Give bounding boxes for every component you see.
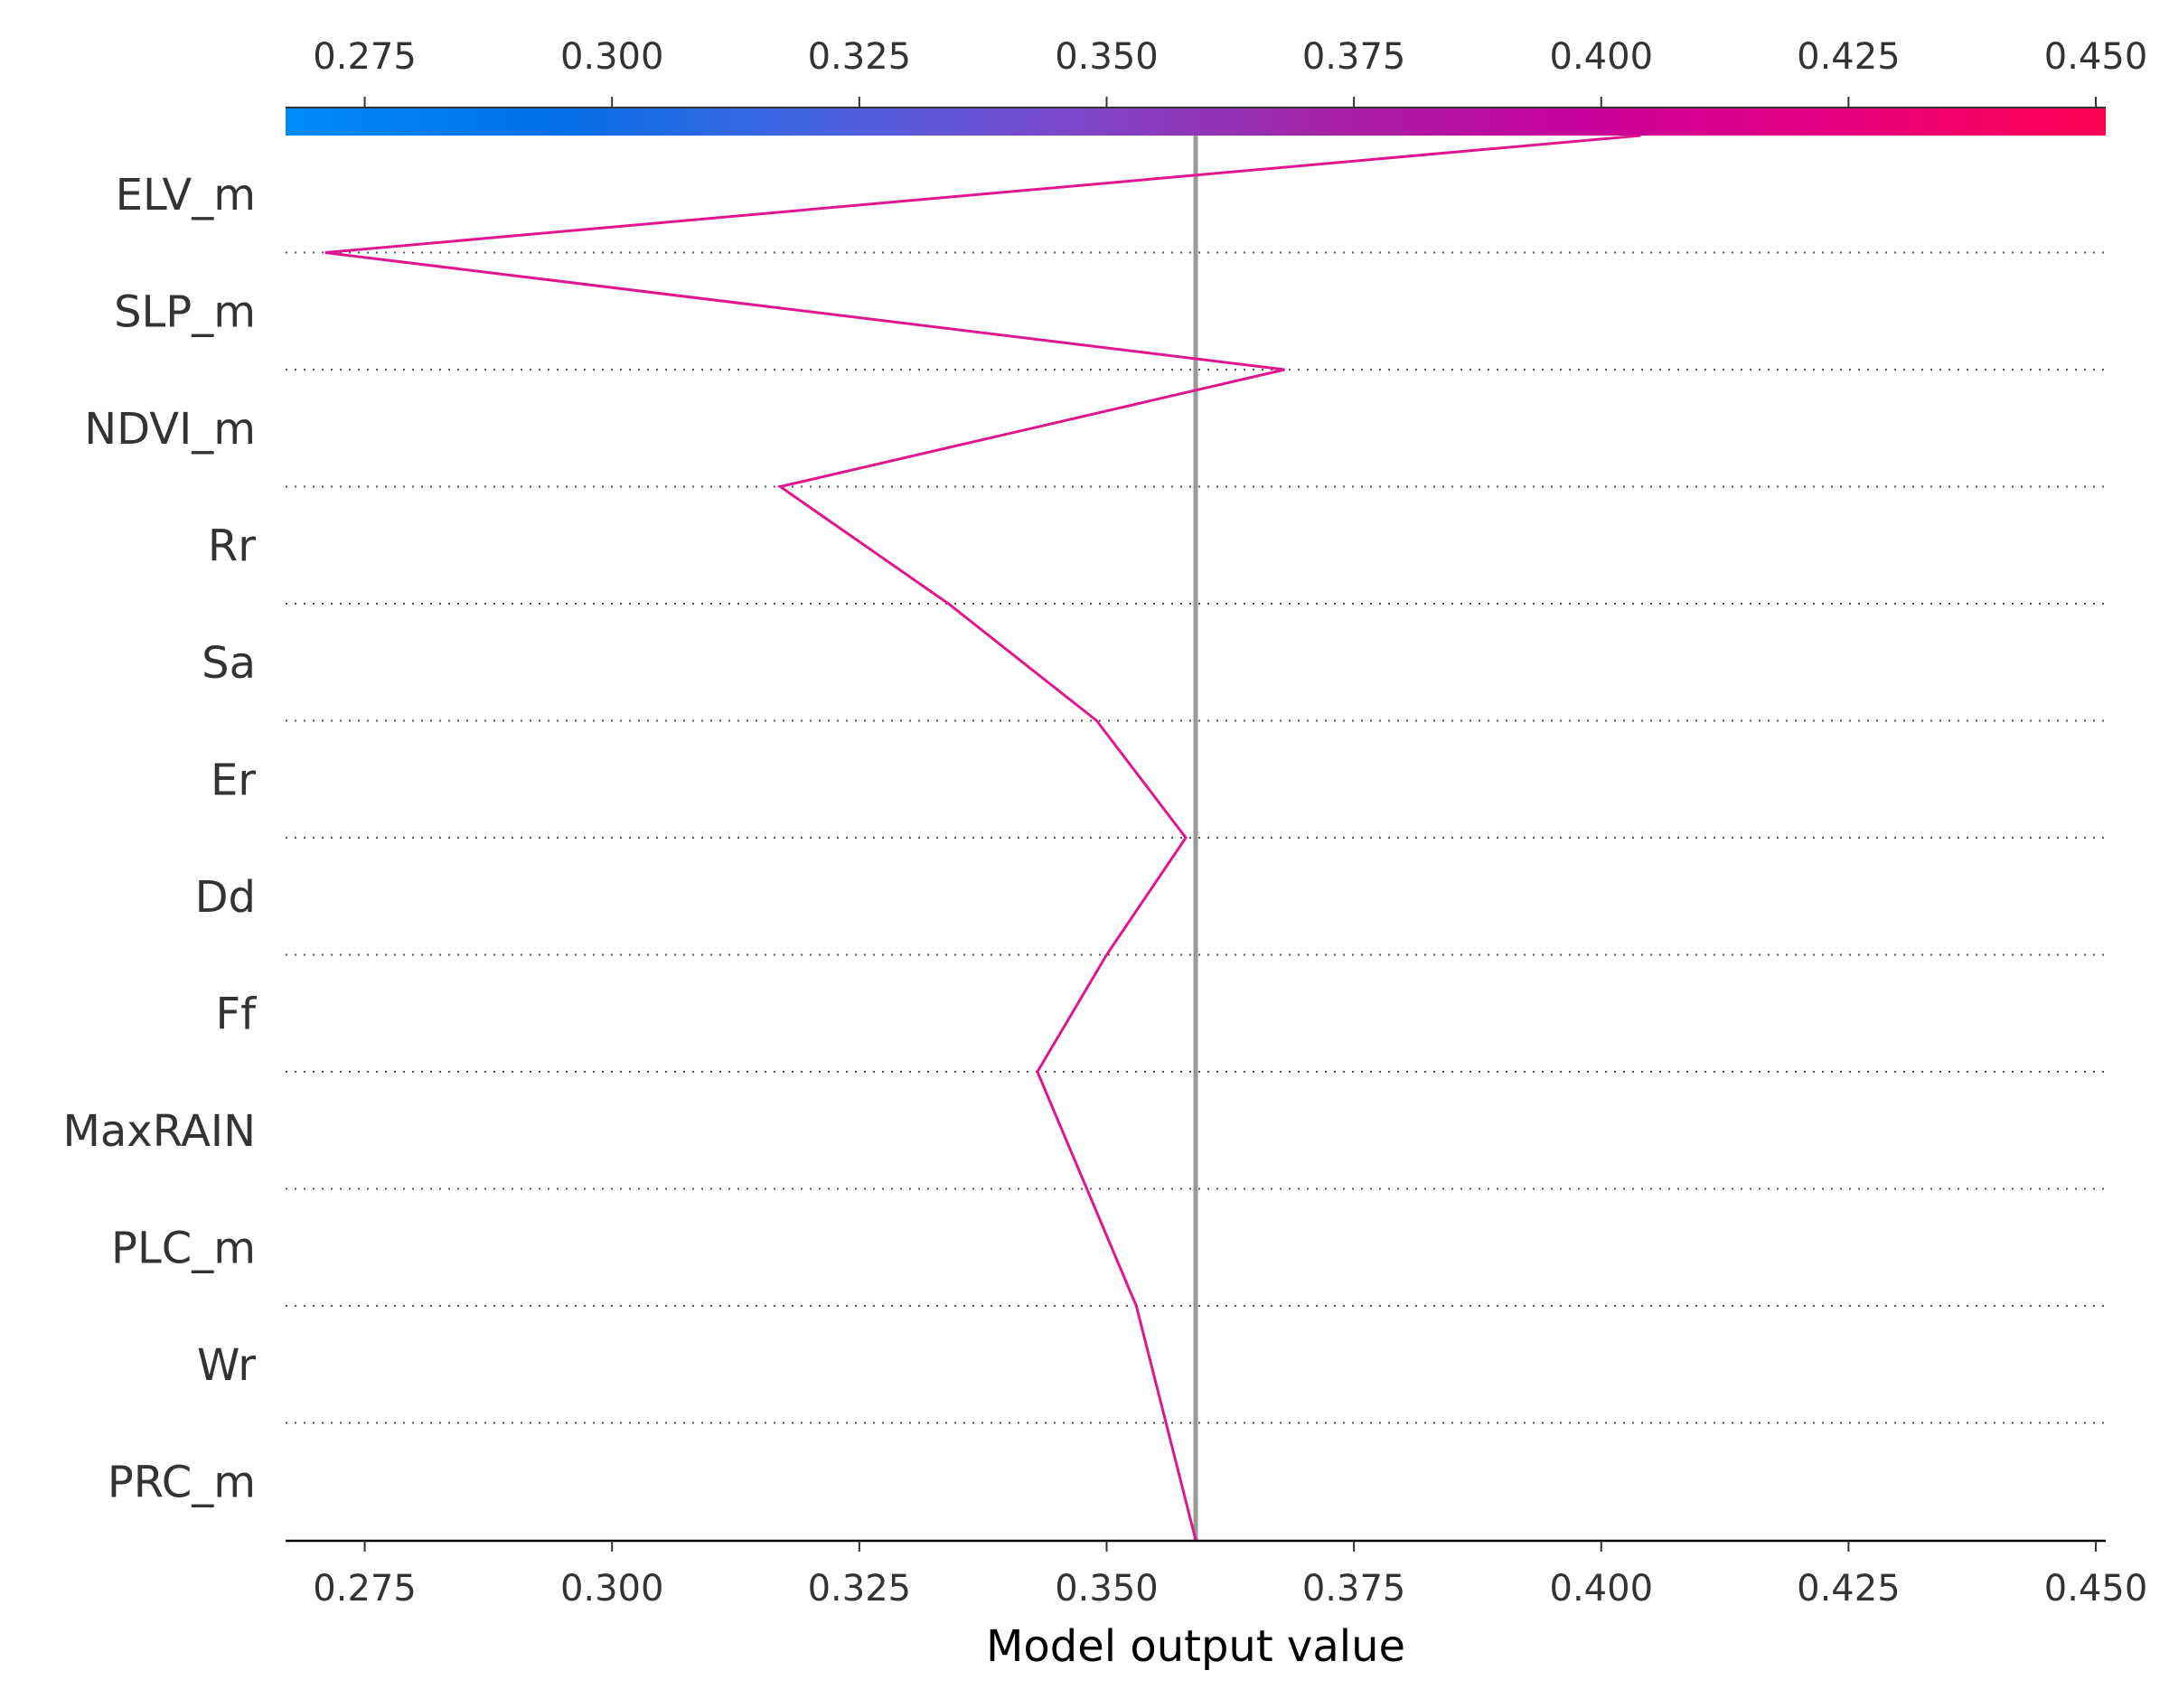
bottom-axis: 0.275 0.300 0.325 0.350 0.375 0.400 0.425 0.450	[286, 1539, 2148, 1609]
feature-label: Sa	[202, 638, 256, 689]
colorbar	[286, 108, 2106, 136]
top-tick-label: 0.300	[560, 36, 664, 78]
feature-labels: ELV_m SLP_m NDVI_m Rr Sa Er Dd Ff MaxRAIN PLC_m Wr…	[62, 170, 257, 1508]
feature-label: Rr	[208, 521, 256, 571]
bottom-tick-label: 0.325	[808, 1568, 912, 1609]
top-tick-label: 0.450	[2044, 36, 2148, 78]
top-tick-label: 0.275	[313, 36, 417, 78]
bottom-tick-label: 0.300	[560, 1568, 664, 1609]
top-tick-label: 0.350	[1055, 36, 1159, 78]
feature-label: PLC_m	[111, 1223, 256, 1273]
x-axis-title: Model output value	[986, 1621, 1405, 1672]
top-axis: 0.275 0.300 0.325 0.350 0.375 0.400 0.425 0.450	[286, 36, 2147, 108]
top-tick-label: 0.400	[1550, 36, 1654, 78]
decision-path-line	[324, 134, 1641, 1541]
feature-label: ELV_m	[116, 170, 256, 221]
top-tick-label: 0.325	[808, 36, 912, 78]
top-tick-label: 0.375	[1302, 36, 1406, 78]
bottom-tick-label: 0.375	[1302, 1568, 1406, 1609]
feature-label: PRC_m	[108, 1457, 256, 1507]
bottom-tick-label: 0.350	[1055, 1568, 1159, 1609]
top-tick-label: 0.425	[1797, 36, 1901, 78]
bottom-tick-label: 0.400	[1550, 1568, 1654, 1609]
bottom-tick-label: 0.425	[1797, 1568, 1901, 1609]
bottom-tick-label: 0.450	[2044, 1568, 2148, 1609]
feature-label: Er	[211, 755, 256, 805]
feature-label: Dd	[195, 872, 256, 923]
feature-label: SLP_m	[114, 286, 256, 337]
feature-label: MaxRAIN	[62, 1106, 256, 1157]
feature-label: Ff	[215, 989, 257, 1039]
bottom-tick-label: 0.275	[313, 1568, 417, 1609]
colorbar-bar	[286, 108, 2106, 136]
feature-label: Wr	[197, 1340, 256, 1391]
feature-label: NDVI_m	[84, 404, 256, 455]
